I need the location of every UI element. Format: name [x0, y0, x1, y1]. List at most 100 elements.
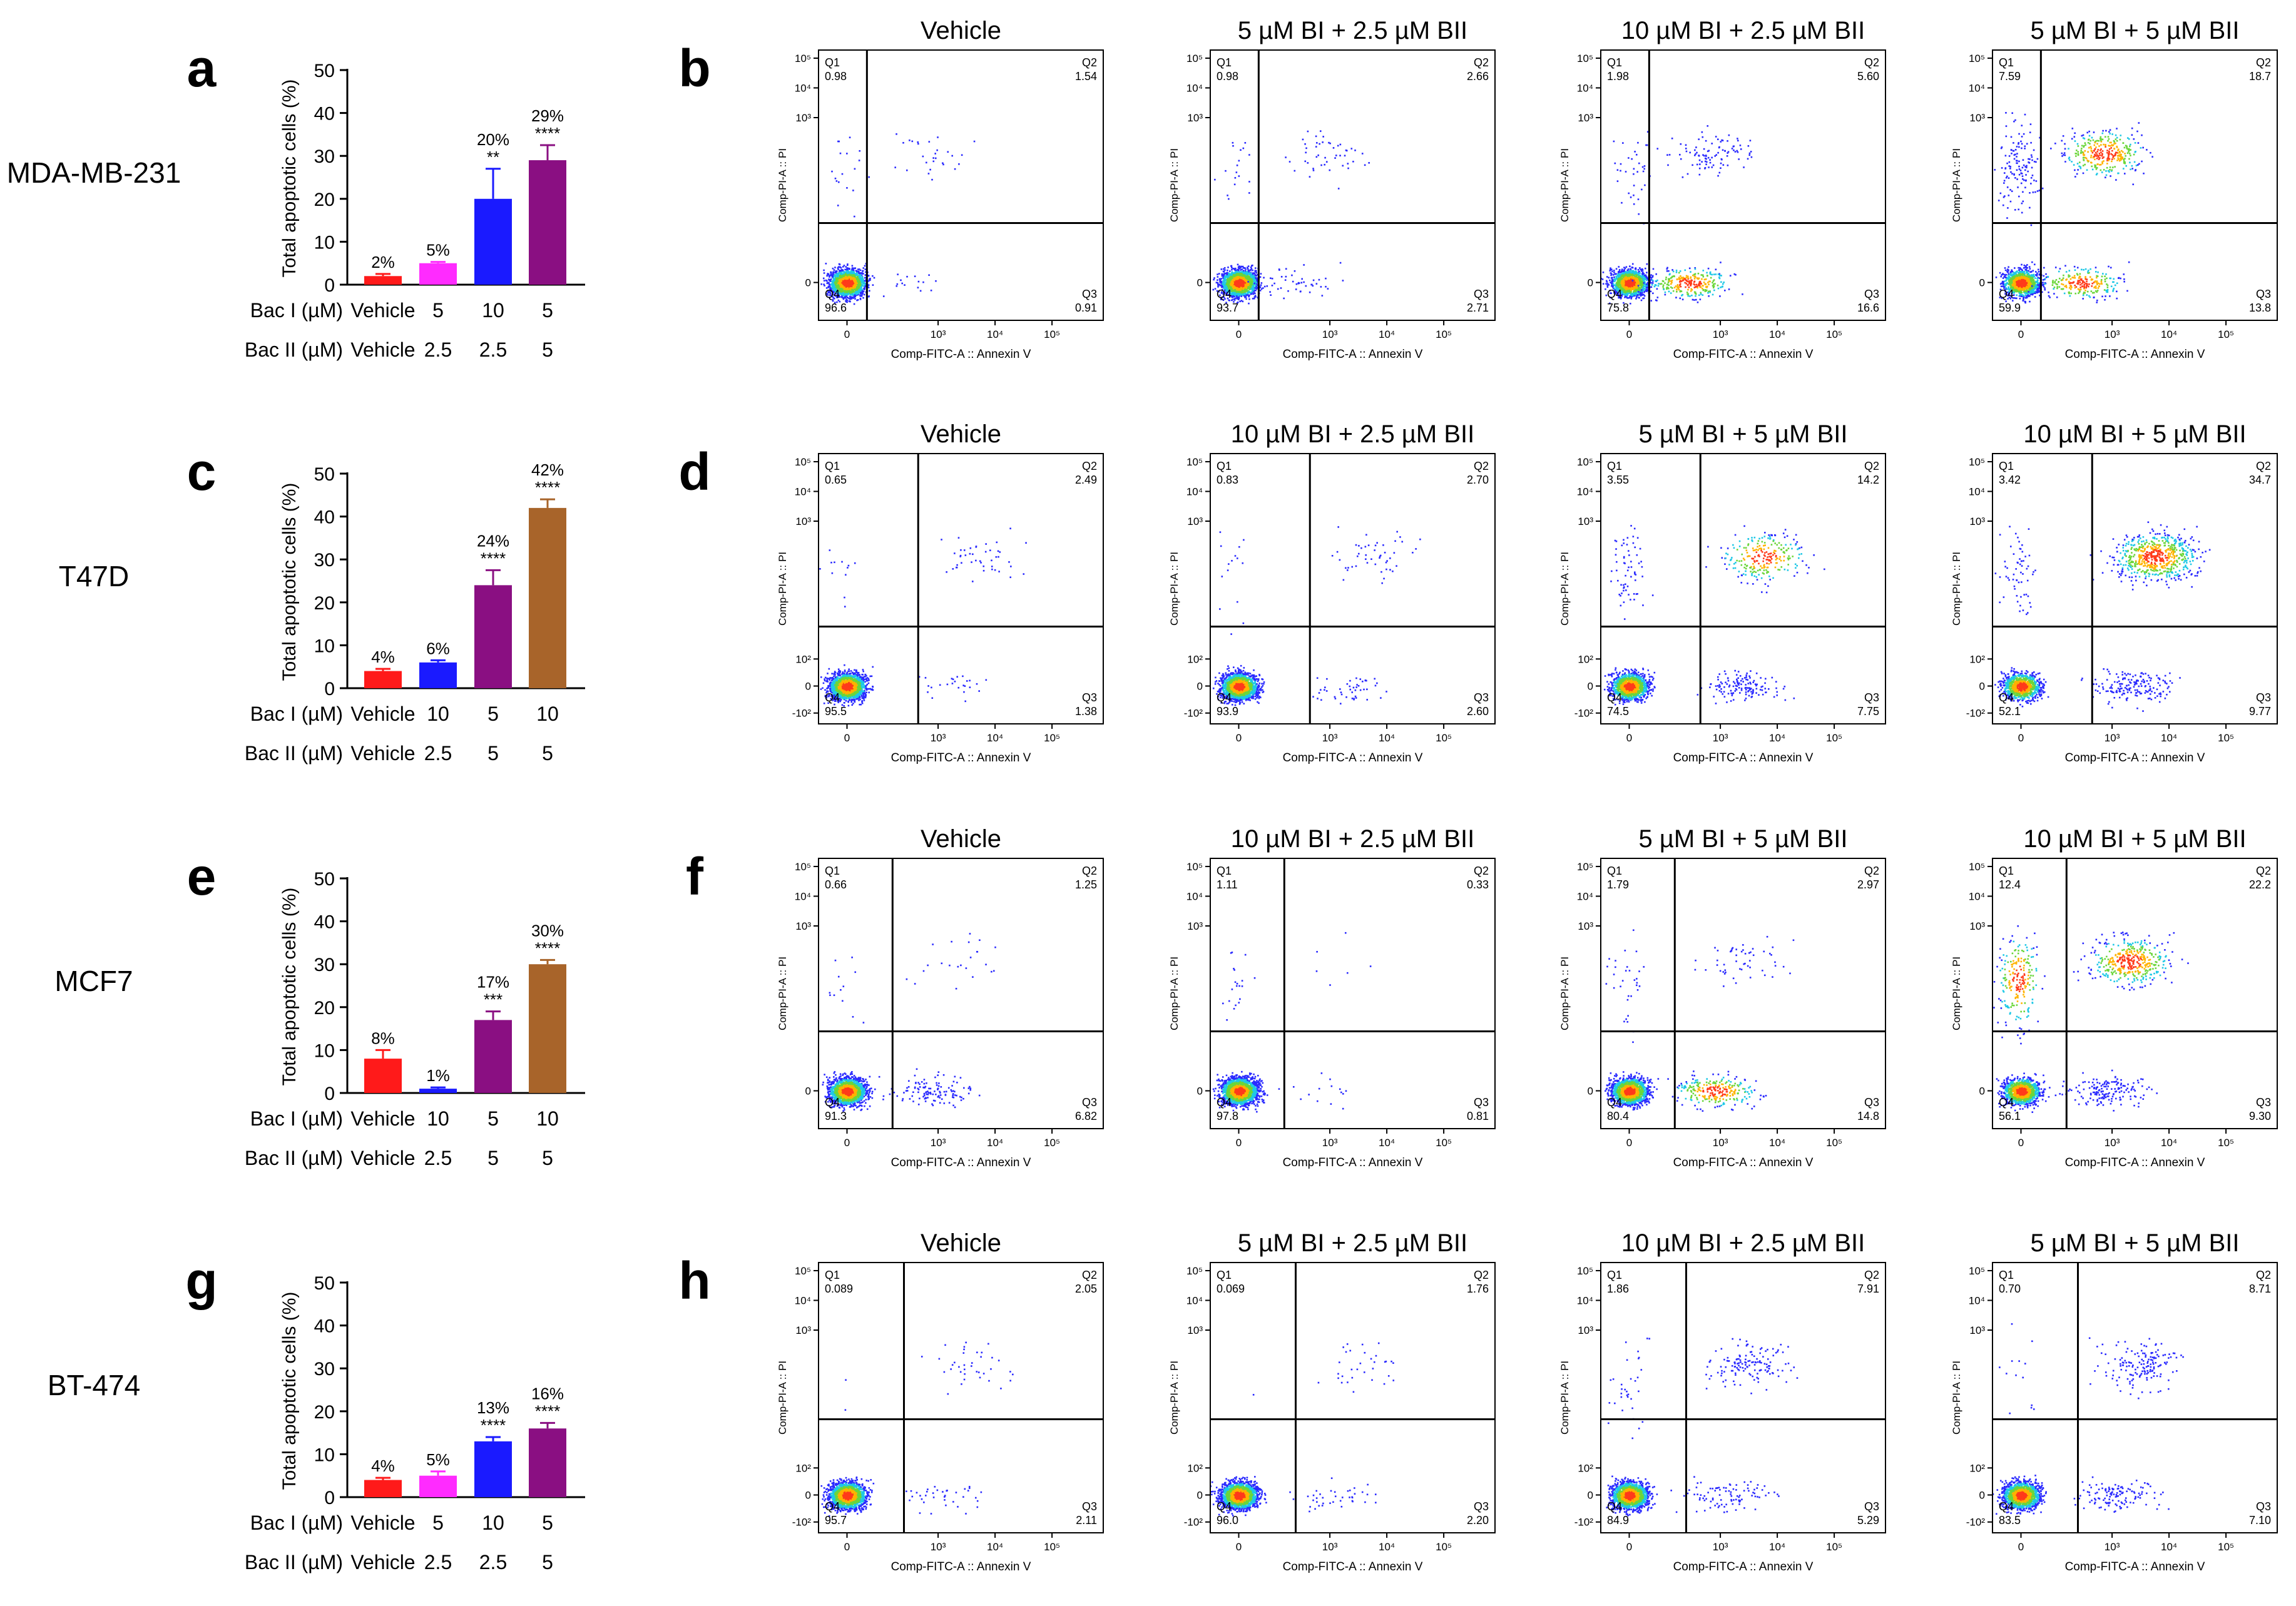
event-dot	[1246, 288, 1248, 290]
event-dot	[861, 292, 864, 295]
event-dot	[1246, 273, 1248, 275]
event-dot	[1620, 292, 1622, 293]
event-dot	[856, 287, 858, 290]
event-dot	[1636, 278, 1638, 280]
bar	[364, 276, 402, 285]
event-dot	[1633, 285, 1635, 288]
event-dot	[1250, 284, 1252, 287]
event-dot	[1260, 273, 1262, 275]
event-dot	[829, 279, 830, 282]
event-dot	[1248, 282, 1251, 284]
event-dot	[1229, 292, 1232, 295]
event-dot	[849, 268, 850, 270]
event-dot	[847, 287, 849, 289]
event-dot	[844, 268, 846, 271]
event-dot	[827, 273, 829, 276]
event-dot	[850, 280, 853, 282]
event-dot	[839, 152, 842, 155]
event-dot	[1246, 274, 1248, 276]
event-dot	[1232, 296, 1234, 298]
event-dot	[1220, 278, 1222, 280]
event-dot	[865, 271, 867, 273]
event-dot	[836, 301, 838, 303]
event-dot	[835, 286, 837, 288]
event-dot	[1335, 155, 1337, 156]
event-dot	[834, 290, 836, 293]
event-dot	[1235, 280, 1238, 282]
event-dot	[1639, 280, 1641, 283]
event-dot	[1251, 282, 1253, 283]
event-dot	[1248, 273, 1250, 275]
event-dot	[1236, 277, 1238, 279]
event-dot	[1651, 275, 1654, 277]
event-dot	[1234, 282, 1236, 283]
event-dot	[842, 280, 844, 282]
event-dot	[834, 177, 837, 180]
event-dot	[1223, 284, 1225, 286]
event-dot	[1285, 268, 1287, 270]
event-dot	[834, 295, 837, 297]
event-dot	[1255, 275, 1257, 277]
event-dot	[829, 297, 830, 298]
event-dot	[868, 176, 870, 178]
event-dot	[852, 282, 854, 284]
event-dot	[1213, 278, 1215, 281]
y-tick-label: 30	[314, 146, 335, 167]
event-dot	[836, 278, 839, 280]
q1-name: Q1	[1217, 56, 1232, 69]
event-dot	[1232, 145, 1234, 147]
event-dot	[1635, 275, 1638, 277]
event-dot	[1228, 292, 1231, 295]
event-dot	[844, 282, 846, 285]
event-dot	[1634, 280, 1636, 282]
event-dot	[837, 292, 840, 294]
event-dot	[1613, 280, 1616, 283]
event-dot	[852, 283, 854, 286]
event-dot	[855, 291, 857, 293]
event-dot	[849, 297, 852, 299]
event-dot	[1284, 279, 1287, 281]
event-dot	[1280, 276, 1283, 278]
q4-name: Q4	[1217, 288, 1232, 300]
event-dot	[1244, 267, 1246, 269]
event-dot	[1233, 289, 1236, 291]
event-dot	[1252, 273, 1254, 276]
event-dot	[1233, 278, 1236, 281]
event-dot	[1626, 297, 1628, 299]
event-dot	[1620, 282, 1622, 285]
event-dot	[1621, 270, 1623, 272]
y-axis-label: Total apoptotic cells (%)	[279, 79, 300, 278]
event-dot	[1255, 270, 1257, 272]
event-dot	[1257, 273, 1258, 276]
event-dot	[854, 292, 856, 294]
event-dot	[858, 160, 860, 161]
event-dot	[1635, 292, 1637, 293]
event-dot	[841, 285, 843, 287]
event-dot	[1233, 285, 1235, 287]
event-dot	[1235, 285, 1237, 287]
event-dot	[1238, 296, 1240, 298]
event-dot	[1225, 280, 1227, 282]
event-dot	[838, 282, 840, 284]
event-dot	[1228, 282, 1231, 284]
event-dot	[1615, 273, 1617, 275]
event-dot	[1636, 289, 1638, 291]
event-dot	[1218, 290, 1220, 293]
event-dot	[852, 293, 854, 295]
event-dot	[1240, 280, 1242, 282]
event-dot	[858, 282, 860, 284]
event-dot	[1231, 273, 1233, 275]
event-dot	[1633, 276, 1635, 278]
event-dot	[1315, 135, 1317, 138]
event-dot	[1236, 271, 1238, 273]
event-dot	[1610, 292, 1613, 295]
event-dot	[1229, 277, 1232, 279]
event-dot	[1237, 297, 1239, 299]
event-dot	[1226, 287, 1228, 289]
event-dot	[1225, 285, 1227, 288]
flow-x-tick-label: 10³	[931, 328, 946, 340]
event-dot	[1637, 280, 1639, 282]
event-dot	[1221, 285, 1223, 287]
event-dot	[844, 285, 845, 287]
event-dot	[1243, 272, 1245, 274]
